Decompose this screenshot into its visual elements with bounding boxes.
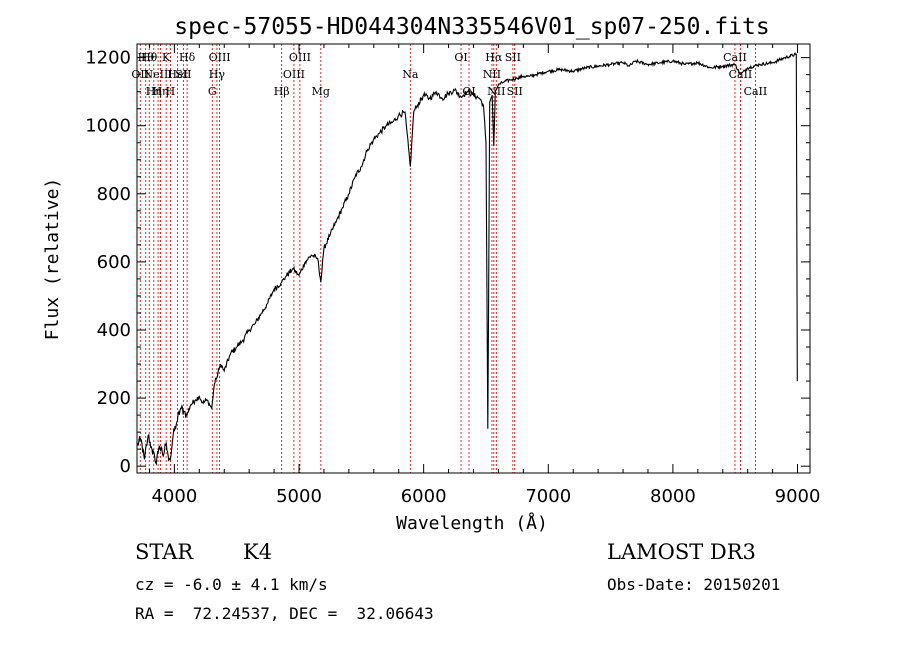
line-marker-label-23: NII [487, 85, 505, 98]
x-axis-ticks: 4000 5000 6000 7000 8000 9000 [148, 44, 821, 507]
object-subclass: K4 [243, 540, 273, 564]
y-tick-label-6: 1200 [85, 48, 131, 69]
line-marker-label-26: CaII [723, 51, 747, 64]
redshift-cz: cz = -6.0 ± 4.1 km/s [135, 575, 328, 594]
line-marker-label-8: HeI [167, 68, 187, 81]
spectrum-line [136, 52, 798, 466]
y-axis-ticks: 0 200 400 600 800 1000 1200 [85, 48, 810, 477]
plot-frame [136, 43, 811, 474]
line-marker-label-18: Na [402, 68, 419, 81]
line-marker-label-22: Hα [485, 51, 503, 64]
line-marker-label-7: H [166, 85, 176, 98]
line-marker-label-16: OIII [289, 51, 311, 64]
object-class: STAR [135, 540, 194, 564]
line-marker-label-6: K [162, 51, 171, 64]
x-tick-label-0: 4000 [151, 486, 197, 507]
line-marker-label-12: Hγ [209, 68, 226, 81]
line-marker-label-28: CaII [744, 85, 768, 98]
y-tick-label-2: 400 [97, 320, 131, 341]
y-tick-label-4: 800 [97, 184, 131, 205]
y-tick-label-5: 1000 [85, 116, 131, 137]
x-tick-label-4: 8000 [650, 486, 696, 507]
obs-date: Obs-Date: 20150201 [607, 575, 781, 594]
x-tick-label-5: 9000 [775, 486, 821, 507]
line-marker-label-21: NII [483, 68, 501, 81]
line-marker-label-25: SII [507, 85, 523, 98]
line-marker-label-13: OIII [209, 51, 231, 64]
y-tick-label-0: 0 [120, 456, 131, 477]
y-axis-label: Flux (relative) [42, 178, 63, 341]
x-axis-label: Wavelength (Å) [396, 512, 548, 534]
ra-dec: RA = 72.24537, DEC = 32.06643 [135, 604, 434, 623]
line-marker-label-14: Hβ [274, 85, 290, 98]
line-marker-label-24: SII [505, 51, 521, 64]
survey-name: LAMOST DR3 [607, 540, 756, 564]
line-marker-label-10: Hδ [179, 51, 196, 64]
line-marker-label-2: Hθ [141, 51, 158, 64]
line-marker-label-3: Hη [146, 85, 162, 98]
line-marker-label-9: SII [175, 68, 191, 81]
line-marker-label-15: OIII [283, 68, 305, 81]
line-marker-labels: OIIHθHθHηNeIIIHηKHHeISIIHδGHγOIIIHβOIIIO… [131, 51, 767, 98]
chart-title: spec-57055-HD044304N335546V01_sp07-250.f… [174, 14, 769, 40]
line-marker-label-11: G [208, 85, 217, 98]
y-tick-label-3: 600 [97, 252, 131, 273]
line-marker-label-4: NeIII [143, 68, 172, 81]
x-tick-label-2: 6000 [401, 486, 447, 507]
x-tick-label-1: 5000 [276, 486, 322, 507]
line-marker-label-19: OI [454, 51, 467, 64]
line-markers [139, 44, 756, 473]
line-marker-label-5: Hη [152, 85, 168, 98]
line-marker-label-17: Mg [312, 85, 330, 98]
y-tick-label-1: 200 [97, 388, 131, 409]
x-tick-label-3: 7000 [525, 486, 571, 507]
